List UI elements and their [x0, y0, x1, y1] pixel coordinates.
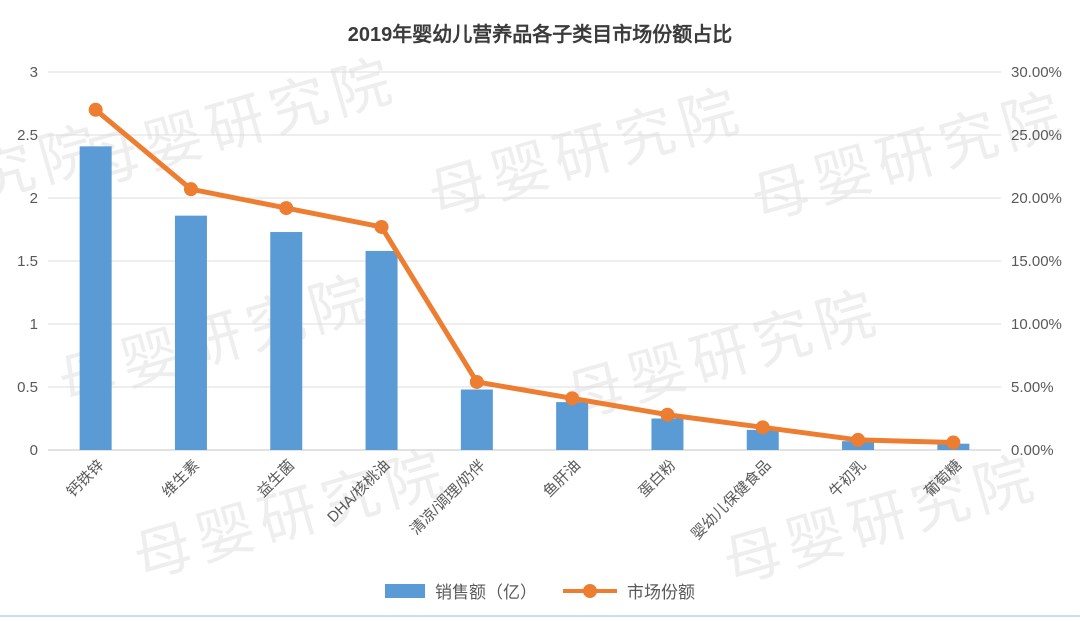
line-point-2	[279, 201, 294, 216]
line-dot-swatch-icon	[563, 583, 617, 598]
x-axis-label-9: 葡萄糖	[921, 457, 965, 501]
line-point-1	[183, 182, 198, 197]
bar-0	[79, 146, 112, 450]
market-share-line	[93, 107, 956, 445]
x-axis-label-0: 钙铁锌	[64, 457, 108, 501]
left-axis-tick-5: 2.5	[17, 127, 38, 144]
chart-title: 2019年婴幼儿营养品各子类目市场份额占比	[347, 24, 733, 46]
x-axis-label-3: DHA/核桃油	[324, 457, 393, 526]
legend-label-share: 市场份额	[627, 583, 695, 602]
left-axis-tick-2: 1	[30, 316, 38, 333]
line-point-7	[755, 420, 770, 435]
bar-7	[746, 429, 779, 450]
x-axis-label-8: 牛初乳	[826, 457, 870, 501]
line-point-4	[469, 374, 484, 389]
x-axis-label-7: 婴幼儿保健食品	[688, 457, 774, 543]
right-axis-tick-5: 25.00%	[1011, 127, 1062, 144]
legend-item-sales: 销售额（亿）	[385, 578, 537, 603]
x-axis-label-5: 鱼肝油	[539, 456, 584, 501]
line-point-3	[374, 219, 389, 234]
bar-5	[556, 402, 589, 450]
x-axis-label-6: 蛋白粉	[635, 457, 679, 501]
x-axis-label-2: 益生菌	[254, 457, 298, 501]
bottom-divider	[0, 615, 1080, 617]
bar-swatch-icon	[385, 583, 425, 598]
bar-6	[651, 418, 684, 450]
line-point-9	[946, 435, 961, 450]
line-point-5	[565, 391, 580, 406]
chart-legend: 销售额（亿） 市场份额	[0, 578, 1080, 603]
legend-item-share: 市场份额	[563, 578, 695, 603]
x-axis-label-4: 清凉/调理/奶伴	[407, 457, 489, 539]
line-point-0	[88, 102, 103, 117]
right-axis-tick-2: 10.00%	[1011, 316, 1062, 333]
bar-1	[174, 215, 207, 450]
bar-2	[270, 232, 303, 450]
line-point-6	[660, 407, 675, 422]
right-axis-tick-3: 15.00%	[1011, 253, 1062, 270]
right-axis-tick-0: 0.00%	[1011, 442, 1054, 459]
left-axis-tick-1: 0.5	[17, 379, 38, 396]
right-axis-tick-4: 20.00%	[1011, 190, 1062, 207]
line-point-8	[851, 432, 866, 447]
left-axis-tick-4: 2	[30, 190, 38, 207]
bar-4	[460, 389, 493, 450]
right-axis-tick-1: 5.00%	[1011, 379, 1054, 396]
left-axis-tick-6: 3	[30, 64, 38, 81]
legend-label-sales: 销售额（亿）	[435, 583, 537, 602]
x-axis-label-1: 维生素	[159, 457, 203, 501]
left-axis-tick-0: 0	[30, 442, 38, 459]
bar-3	[365, 250, 398, 450]
left-axis-tick-3: 1.5	[17, 253, 38, 270]
right-axis-tick-6: 30.00%	[1011, 64, 1062, 81]
